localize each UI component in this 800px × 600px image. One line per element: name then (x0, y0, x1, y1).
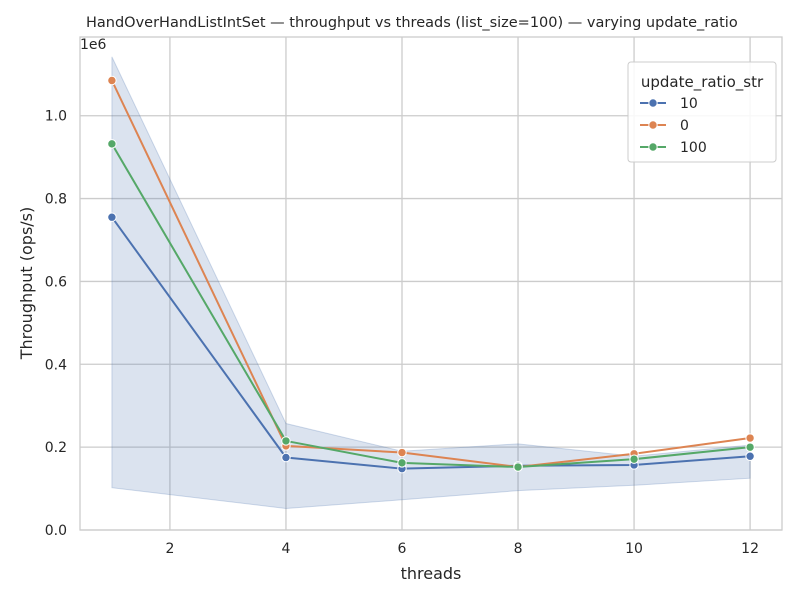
y-scale-label: 1e6 (80, 37, 107, 53)
y-tick-label-3: 0.6 (45, 274, 67, 290)
x-tick-label-5: 12 (741, 541, 759, 557)
legend-title: update_ratio_str (641, 73, 764, 92)
legend-box (627, 61, 777, 163)
x-tick-label-0: 2 (165, 541, 174, 557)
x-tick-label-1: 4 (281, 541, 290, 557)
point-10-5 (745, 451, 755, 461)
series-line-10 (110, 216, 752, 470)
y-tick-label-5: 1.0 (45, 109, 67, 125)
legend-label-100: 100 (680, 140, 707, 156)
x-tick-label-2: 6 (398, 541, 407, 557)
x-axis-label: threads (401, 564, 462, 583)
chart-title: HandOverHandListIntSet — throughput vs t… (86, 15, 738, 31)
y-axis-label: Throughput (ops/s) (17, 207, 36, 361)
point-100-4 (629, 454, 639, 464)
y-tick-label-0: 0.0 (45, 523, 67, 539)
grid (80, 37, 782, 531)
legend-marker-100 (648, 142, 658, 152)
x-tick-label-3: 8 (514, 541, 523, 557)
y-tick-label-1: 0.2 (45, 440, 67, 456)
y-tick-labels: 0.0 0.2 0.4 0.6 0.8 1.0 (45, 109, 67, 539)
point-100-3 (513, 462, 523, 472)
point-0-2 (397, 447, 407, 458)
point-10-0 (107, 212, 117, 222)
point-100-0 (107, 139, 117, 149)
series-line-0 (110, 79, 752, 469)
point-0-0 (107, 75, 117, 86)
x-tick-label-4: 10 (625, 541, 643, 557)
y-tick-label-2: 0.4 (45, 357, 67, 373)
point-100-2 (397, 458, 407, 468)
series-lines-layer (110, 79, 752, 470)
legend-label-0: 0 (680, 118, 689, 134)
plot-frame (79, 36, 783, 531)
point-10-1 (281, 452, 291, 463)
point-0-5 (745, 433, 755, 443)
series-points-layer (107, 75, 755, 474)
plot-border (79, 36, 783, 531)
y-tick-label-4: 0.8 (45, 192, 67, 208)
legend-marker-0 (648, 120, 658, 130)
legend-marker-10 (648, 98, 658, 108)
legend-label-10: 10 (680, 96, 698, 112)
point-100-5 (745, 442, 755, 452)
x-tick-labels: 2 4 6 8 10 12 (165, 541, 759, 557)
series-line-100 (110, 142, 752, 469)
point-100-1 (281, 436, 291, 446)
